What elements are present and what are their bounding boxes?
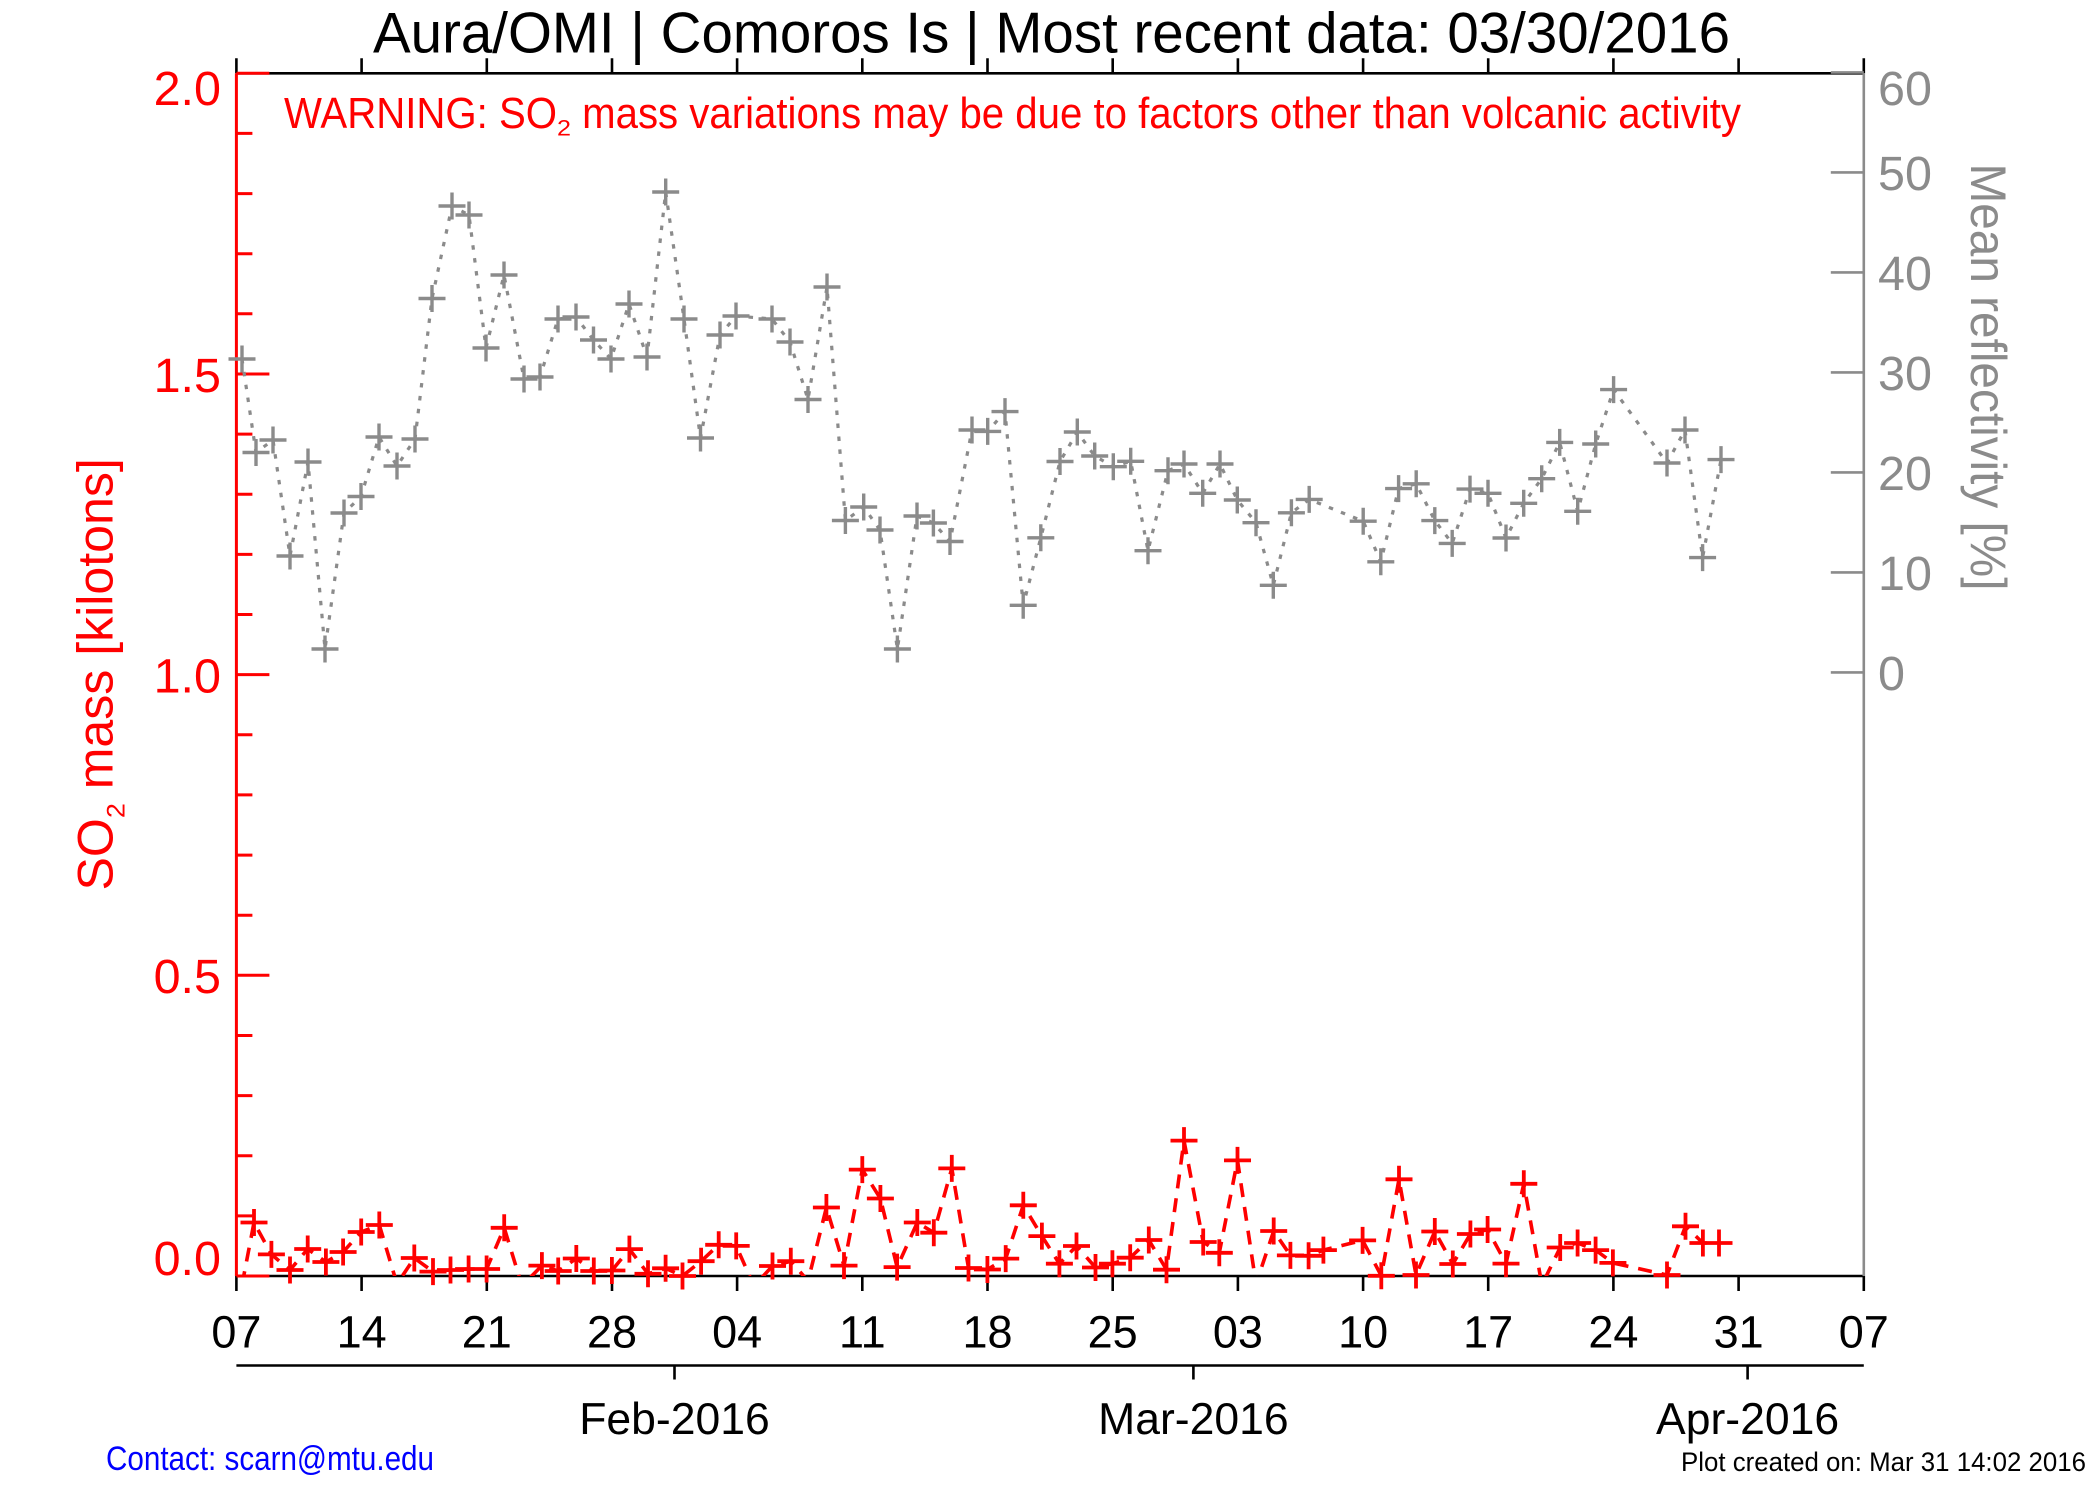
svg-text:17: 17 [1463, 1307, 1513, 1358]
svg-text:10: 10 [1878, 547, 1932, 601]
svg-text:28: 28 [587, 1307, 637, 1358]
svg-text:Apr-2016: Apr-2016 [1656, 1395, 1839, 1444]
svg-text:Contact: scarn@mtu.edu: Contact: scarn@mtu.edu [106, 1440, 434, 1478]
svg-text:10: 10 [1338, 1307, 1388, 1358]
svg-text:mass [kilotons]: mass [kilotons] [68, 458, 124, 803]
svg-text:SO: SO [68, 818, 124, 890]
svg-text:2.0: 2.0 [154, 62, 221, 116]
svg-text:50: 50 [1878, 147, 1932, 201]
svg-text:Plot created on: Mar 31 14:02: Plot created on: Mar 31 14:02 2016 [1681, 1447, 2086, 1477]
svg-text:30: 30 [1878, 347, 1932, 401]
svg-text:21: 21 [462, 1307, 512, 1358]
svg-text:18: 18 [962, 1307, 1012, 1358]
svg-text:1.5: 1.5 [154, 349, 221, 403]
svg-text:0.0: 0.0 [154, 1232, 221, 1286]
svg-text:0: 0 [1878, 647, 1905, 701]
svg-text:25: 25 [1088, 1307, 1138, 1358]
svg-text:Aura/OMI | Comoros Is | Most r: Aura/OMI | Comoros Is | Most recent data… [373, 2, 1730, 66]
svg-text:2: 2 [103, 803, 131, 818]
svg-text:04: 04 [712, 1307, 762, 1358]
svg-text:mass variations may be due to: mass variations may be due to factors ot… [571, 89, 1741, 138]
svg-text:WARNING: SO: WARNING: SO [284, 89, 557, 138]
svg-text:24: 24 [1588, 1307, 1638, 1358]
svg-text:11: 11 [839, 1307, 886, 1358]
svg-text:31: 31 [1714, 1307, 1764, 1358]
svg-text:Feb-2016: Feb-2016 [579, 1395, 770, 1444]
svg-text:07: 07 [1839, 1307, 1889, 1358]
svg-text:Mar-2016: Mar-2016 [1098, 1395, 1288, 1444]
svg-text:20: 20 [1878, 447, 1932, 501]
svg-text:0.5: 0.5 [154, 950, 221, 1004]
svg-text:2: 2 [557, 116, 571, 141]
svg-text:1.0: 1.0 [154, 649, 221, 703]
svg-text:03: 03 [1213, 1307, 1263, 1358]
svg-text:40: 40 [1878, 247, 1932, 301]
svg-text:14: 14 [337, 1307, 387, 1358]
svg-text:Mean reflectivity [%]: Mean reflectivity [%] [1960, 164, 2016, 591]
svg-text:60: 60 [1878, 62, 1932, 116]
svg-text:07: 07 [211, 1307, 261, 1358]
